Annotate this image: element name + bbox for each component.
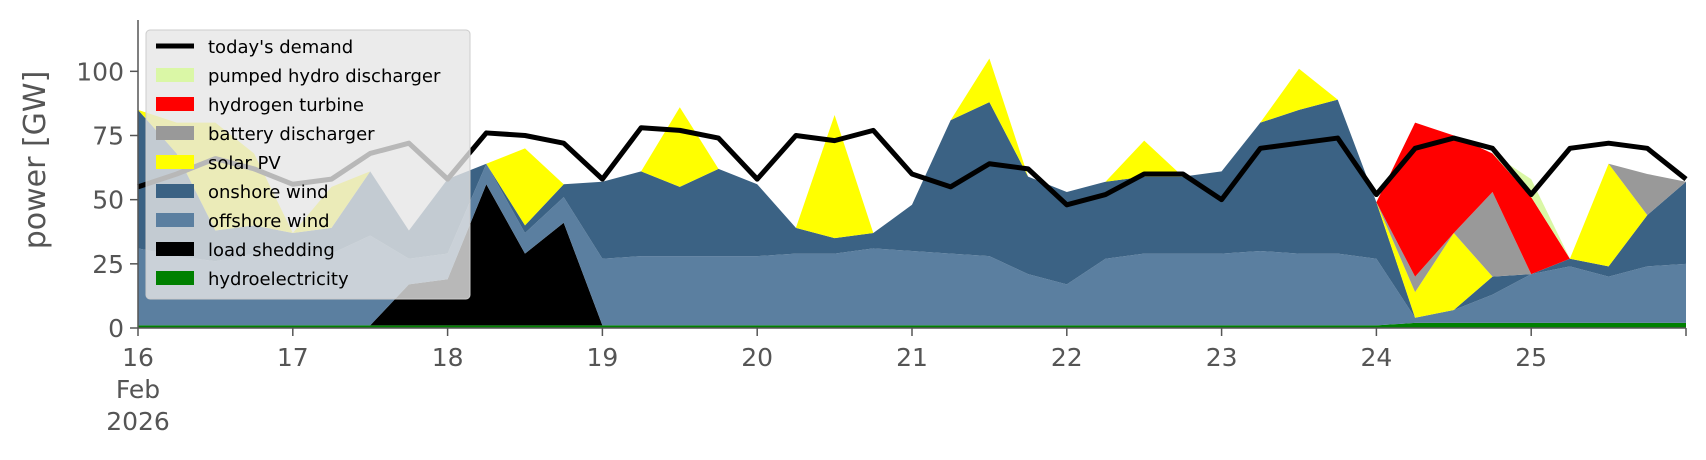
legend-swatch-pumped-hydro-discharger [156, 68, 194, 82]
legend-label-onshore-wind: onshore wind [208, 182, 329, 203]
legend-swatch-hydrogen-turbine [156, 97, 194, 111]
area-offshore-wind [138, 163, 1686, 326]
x-tick-label: 23 [1206, 343, 1238, 372]
y-tick-label: 100 [76, 57, 124, 86]
x-tick-label: 20 [741, 343, 773, 372]
y-ticks: 0 25 50 75 100 [76, 57, 138, 343]
legend-swatch-hydroelectricity [156, 271, 194, 285]
area-hydroelectricity [138, 322, 1686, 328]
stacked-areas [138, 58, 1686, 328]
axes: 0 25 50 75 100 16 Feb 2026 17 18 19 20 21 22 23 24 25 p… [18, 20, 1687, 436]
x-tick-year-label: 2026 [106, 407, 170, 436]
legend-swatch-solar-pv [156, 155, 194, 169]
x-ticks: 16 Feb 2026 17 18 19 20 21 22 23 24 25 [106, 328, 1687, 436]
area-hydrogen-turbine [138, 58, 1686, 277]
x-tick-label: 21 [896, 343, 928, 372]
legend-label-hydrogen-turbine: hydrogen turbine [208, 95, 364, 116]
legend-label-pumped-hydro-discharger: pumped hydro discharger [208, 66, 441, 87]
area-onshore-wind [138, 99, 1686, 318]
legend-label-today-s-demand: today's demand [208, 37, 353, 58]
legend-label-hydroelectricity: hydroelectricity [208, 269, 349, 290]
y-axis-title: power [GW] [18, 71, 53, 250]
legend-swatch-load-shedding [156, 242, 194, 256]
legend-swatch-offshore-wind [156, 213, 194, 227]
y-tick-label: 75 [92, 122, 124, 151]
x-tick-label: 16 [122, 343, 154, 372]
legend-label-load-shedding: load shedding [208, 240, 335, 261]
legend-swatch-onshore-wind [156, 184, 194, 198]
legend-label-offshore-wind: offshore wind [208, 211, 330, 232]
y-tick-label: 25 [92, 250, 124, 279]
legend-box [145, 29, 471, 300]
legend-label-battery-discharger: battery discharger [208, 124, 375, 145]
legend-label-solar-pv: solar PV [208, 153, 281, 174]
x-tick-label: 25 [1515, 343, 1547, 372]
x-tick-label: 19 [586, 343, 618, 372]
x-tick-label: 24 [1360, 343, 1392, 372]
area-load-shedding [138, 184, 1686, 326]
y-tick-label: 0 [108, 314, 124, 343]
y-tick-label: 50 [92, 186, 124, 215]
x-tick-month-label: Feb [116, 375, 160, 404]
x-tick-label: 22 [1051, 343, 1083, 372]
x-tick-label: 17 [277, 343, 309, 372]
x-tick-label: 18 [432, 343, 464, 372]
legend-swatch-battery-discharger [156, 126, 194, 140]
legend: today's demand pumped hydro discharger hyd… [145, 29, 471, 300]
